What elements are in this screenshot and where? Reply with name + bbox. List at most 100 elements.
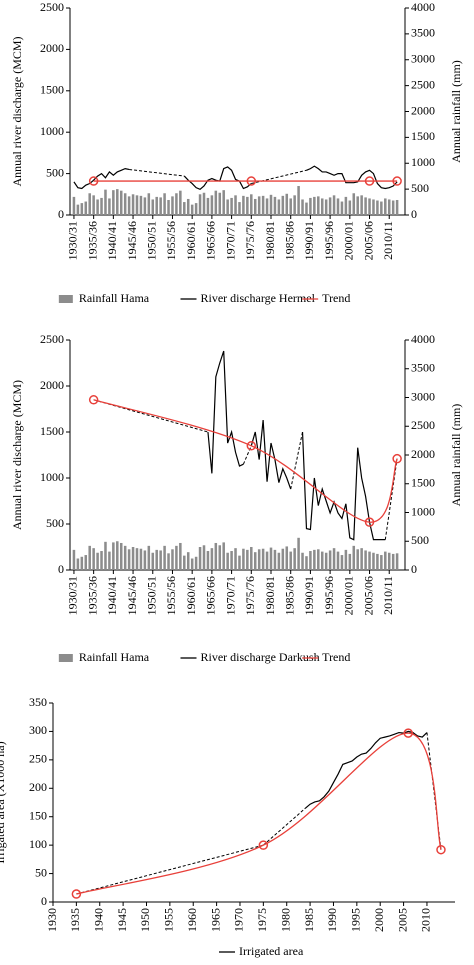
x-tick-label: 2005: [395, 908, 409, 932]
bar: [218, 192, 222, 215]
x-tick-label: 1985/86: [282, 576, 296, 615]
bar: [324, 199, 328, 215]
bar: [242, 548, 245, 570]
y-tick-label: 500: [46, 516, 64, 530]
bar: [202, 192, 206, 215]
gap-connector: [242, 445, 252, 465]
trend-marker: [258, 840, 269, 850]
bar: [116, 541, 119, 570]
legend-label: River discharge Hermel: [201, 291, 316, 305]
bar: [127, 196, 131, 215]
gap-connector: [76, 844, 264, 895]
bar: [88, 193, 91, 215]
bar: [250, 194, 253, 215]
bar: [384, 198, 387, 215]
x-tick-label: 2000: [372, 908, 386, 932]
bar: [364, 197, 367, 215]
bar: [155, 549, 158, 570]
bar: [151, 552, 155, 570]
bar: [380, 555, 383, 570]
trend-line: [93, 399, 398, 523]
y-tick-label: 1000: [40, 470, 64, 484]
bar: [391, 553, 395, 570]
bar: [332, 195, 336, 215]
bar: [143, 197, 147, 215]
bar: [293, 195, 296, 215]
bar: [179, 542, 182, 570]
bar: [210, 195, 214, 215]
bar: [384, 551, 387, 570]
legend-swatch: [58, 654, 73, 662]
bar: [313, 549, 316, 570]
bar: [206, 551, 210, 570]
bar: [104, 541, 107, 570]
bar: [360, 195, 363, 215]
x-tick-label: 1935/36: [85, 576, 99, 615]
bar: [320, 198, 324, 215]
x-tick-label: 1985: [302, 908, 316, 932]
gap-connector: [251, 169, 307, 185]
bar: [336, 551, 340, 570]
bar: [352, 545, 356, 570]
bar: [395, 199, 399, 215]
y2-axis-title: Annual rainfall (mm): [449, 60, 463, 163]
trend-marker: [246, 441, 257, 451]
bar: [285, 546, 289, 570]
bar: [186, 552, 190, 570]
gap-connector: [290, 431, 304, 490]
bar: [340, 201, 344, 215]
x-tick-label: 1970/71: [223, 221, 237, 260]
bar: [202, 545, 206, 570]
bar: [281, 548, 285, 570]
bar: [72, 549, 76, 570]
bar: [317, 549, 320, 570]
y-tick-label: 2000: [40, 378, 64, 392]
bar: [265, 198, 269, 215]
x-tick-label: 1930: [45, 908, 59, 932]
gap-connector: [384, 458, 398, 540]
bar: [190, 204, 194, 215]
bar: [253, 198, 257, 215]
y2-tick-label: 1500: [411, 129, 435, 143]
bar: [119, 542, 123, 570]
line: [301, 431, 386, 541]
bar: [218, 545, 222, 570]
bar: [372, 552, 375, 570]
gap-connector: [263, 807, 306, 846]
x-tick-label: 1970: [232, 908, 246, 932]
x-tick-label: 1995/96: [322, 221, 336, 260]
bar: [257, 549, 261, 570]
bar: [88, 545, 91, 570]
legend-label: Irrigated area: [239, 944, 304, 958]
bar: [336, 198, 340, 215]
bar: [112, 190, 115, 215]
bar: [269, 547, 273, 570]
bar: [328, 197, 332, 215]
y-tick-label: 1000: [40, 124, 64, 138]
bar: [175, 193, 178, 215]
bar: [301, 552, 304, 570]
x-tick-label: 1960/61: [184, 576, 198, 615]
x-tick-label: 1990: [325, 908, 339, 932]
trend-line: [76, 732, 442, 895]
line: [305, 730, 428, 809]
x-tick-label: 1945: [115, 908, 129, 932]
bar: [214, 542, 218, 570]
bar: [92, 548, 95, 570]
y2-tick-label: 2500: [411, 77, 435, 91]
x-tick-label: 1985/86: [282, 221, 296, 260]
trend-marker: [364, 517, 375, 527]
bar: [242, 195, 245, 215]
bar: [171, 196, 174, 215]
bar: [261, 195, 265, 215]
line: [250, 419, 292, 490]
bar: [222, 542, 225, 570]
trend-marker: [392, 176, 402, 186]
x-tick-label: 1975/76: [243, 221, 257, 260]
bar: [238, 555, 241, 570]
bar: [108, 551, 111, 570]
trend-marker: [88, 395, 99, 405]
y2-axis-title: Annual rainfall (mm): [449, 404, 463, 507]
y-tick-label: 200: [29, 780, 47, 794]
